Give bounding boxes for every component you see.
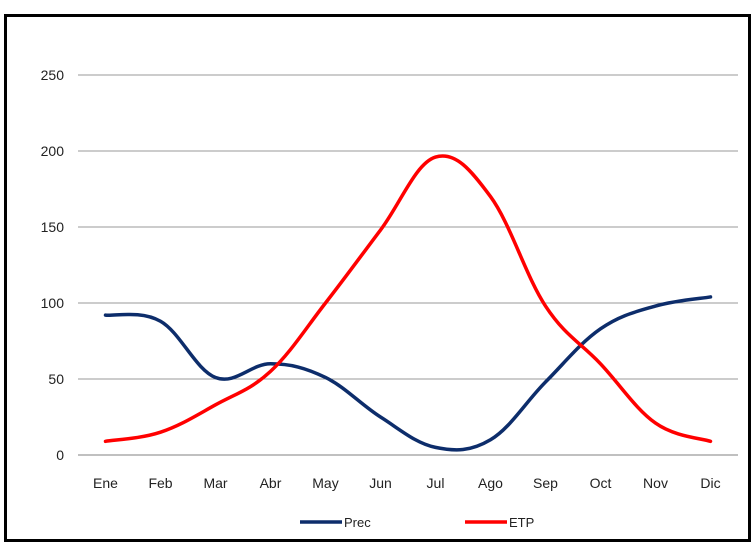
x-tick-label: Abr bbox=[260, 475, 282, 491]
legend: Prec ETP bbox=[300, 515, 534, 530]
y-tick-label: 200 bbox=[41, 143, 65, 159]
x-tick-label: Ago bbox=[478, 475, 503, 491]
x-tick-label: Jun bbox=[369, 475, 392, 491]
y-tick-label: 100 bbox=[41, 295, 65, 311]
series-lines bbox=[103, 154, 713, 452]
x-tick-label: Sep bbox=[533, 475, 558, 491]
legend-label-prec: Prec bbox=[344, 515, 371, 530]
x-tick-label: May bbox=[312, 475, 338, 491]
x-tick-label: Dic bbox=[700, 475, 720, 491]
y-tick-label: 150 bbox=[41, 219, 65, 235]
x-tick-label: Jul bbox=[427, 475, 445, 491]
series-line-etp bbox=[103, 154, 713, 444]
y-axis-ticks: 0 50 100 150 200 250 bbox=[41, 67, 65, 463]
y-tick-label: 50 bbox=[48, 371, 64, 387]
y-tick-label: 0 bbox=[56, 447, 64, 463]
y-tick-label: 250 bbox=[41, 67, 65, 83]
x-tick-label: Feb bbox=[148, 475, 172, 491]
gridlines bbox=[78, 74, 738, 456]
legend-label-etp: ETP bbox=[509, 515, 534, 530]
x-tick-label: Nov bbox=[643, 475, 668, 491]
x-tick-label: Ene bbox=[93, 475, 118, 491]
series-line-prec bbox=[103, 295, 713, 452]
x-tick-label: Oct bbox=[590, 475, 612, 491]
x-tick-label: Mar bbox=[203, 475, 227, 491]
chart-frame bbox=[4, 14, 751, 542]
x-axis-ticks: Ene Feb Mar Abr May Jun Jul Ago Sep Oct Nov Dic bbox=[93, 475, 721, 491]
